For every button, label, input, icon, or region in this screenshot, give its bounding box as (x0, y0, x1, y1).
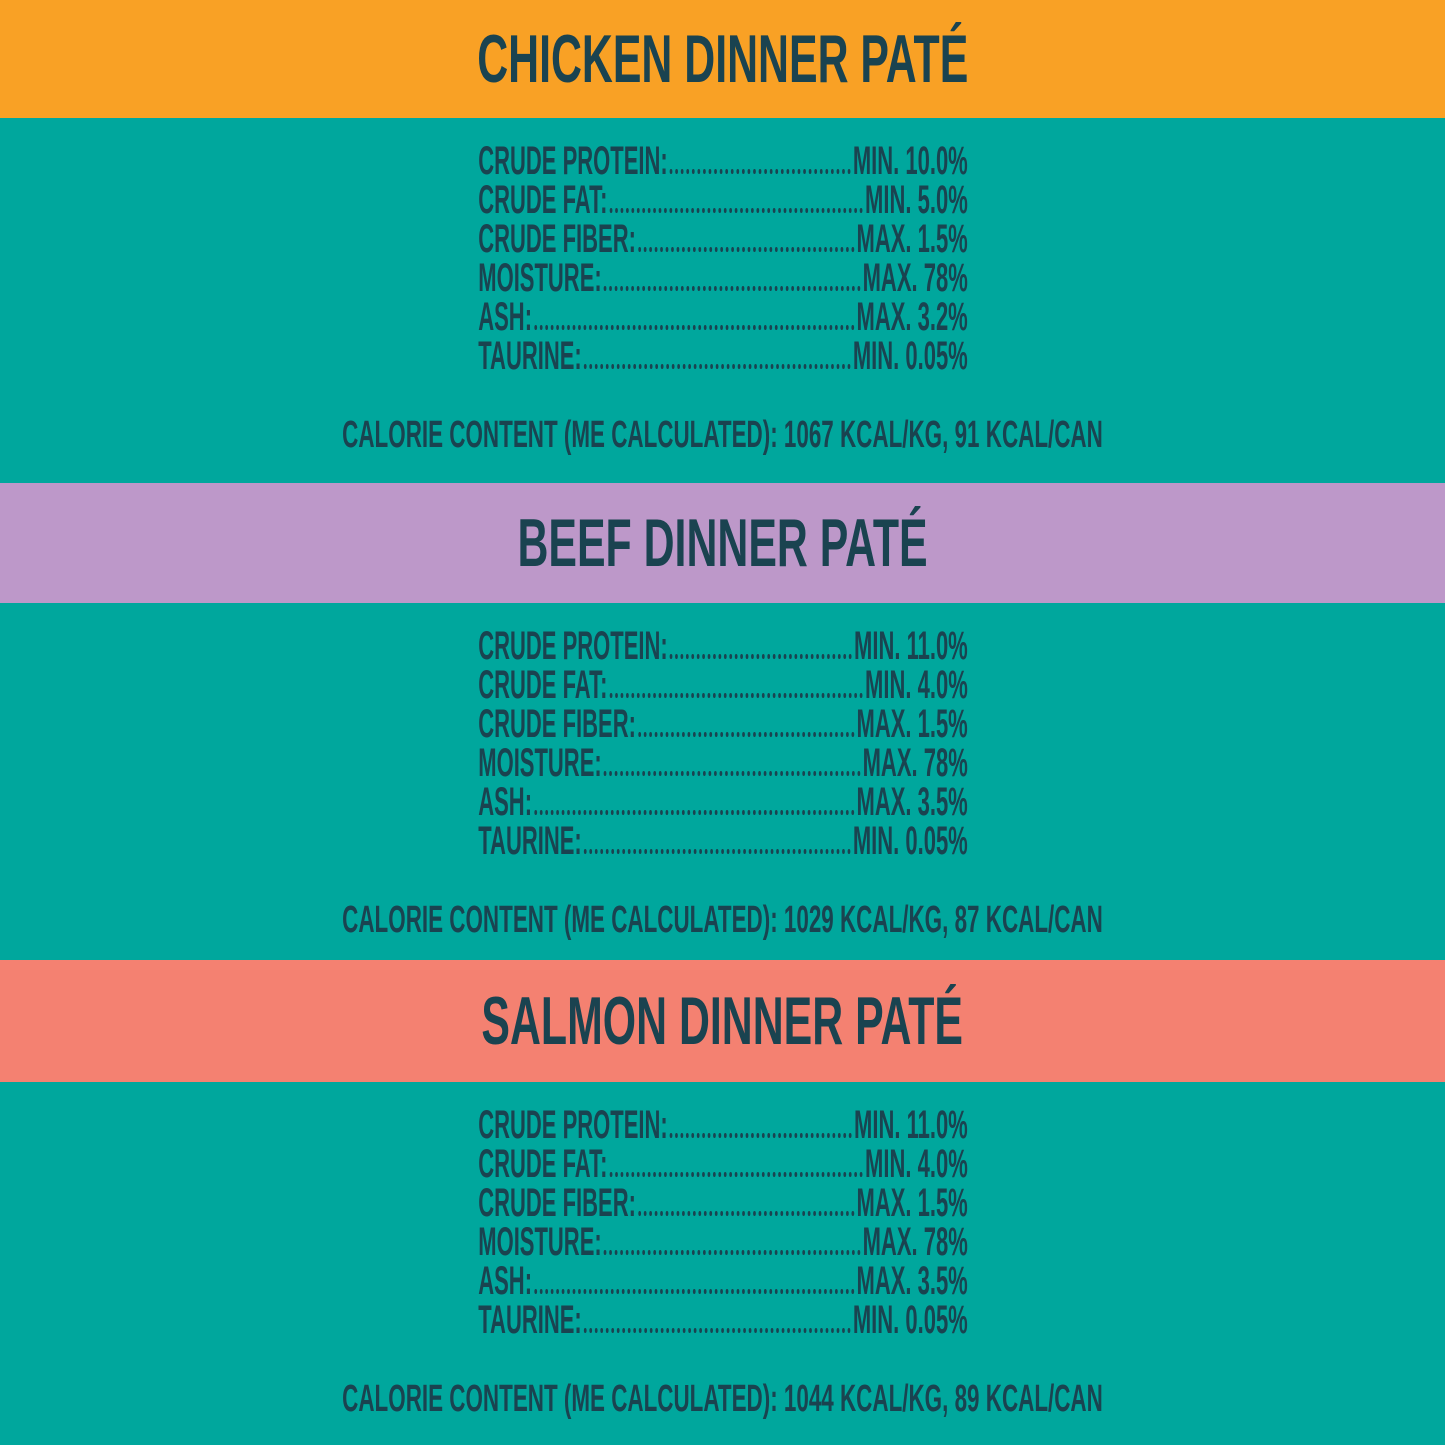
calorie-line-beef: CALORIE CONTENT (ME CALCULATED): 1029 KC… (342, 899, 1103, 941)
dotted-leader (669, 654, 852, 659)
stats-salmon: CRUDE PROTEIN: MIN. 11.0% CRUDE FAT: MIN… (477, 1103, 968, 1342)
stat-label: CRUDE FIBER: (477, 1181, 636, 1225)
calorie-line-chicken: CALORIE CONTENT (ME CALCULATED): 1067 KC… (342, 414, 1103, 456)
stat-value: MIN. 4.0% (864, 663, 968, 707)
stat-row: ASH: MAX. 3.2% (477, 295, 968, 339)
panel-chicken: CRUDE PROTEIN: MIN. 10.0% CRUDE FAT: MIN… (0, 118, 1445, 483)
dotted-leader (609, 208, 863, 213)
stat-value: MIN. 0.05% (852, 819, 968, 863)
dotted-leader (637, 732, 854, 737)
dotted-leader (637, 1211, 854, 1216)
panel-salmon: CRUDE PROTEIN: MIN. 11.0% CRUDE FAT: MIN… (0, 1082, 1445, 1445)
stat-row: CRUDE PROTEIN: MIN. 10.0% (477, 139, 968, 183)
stat-label: CRUDE FAT: (477, 663, 607, 707)
stat-row: TAURINE: MIN. 0.05% (477, 819, 968, 863)
stat-label: CRUDE FIBER: (477, 702, 636, 746)
stat-label: MOISTURE: (477, 1220, 602, 1264)
dotted-leader (609, 693, 863, 698)
section-title-chicken: CHICKEN DINNER PATÉ (476, 21, 969, 97)
stat-row: CRUDE FAT: MIN. 4.0% (477, 1142, 968, 1186)
stat-label: TAURINE: (477, 1298, 582, 1342)
stat-value: MIN. 0.05% (852, 334, 968, 378)
stat-label: ASH: (477, 1259, 532, 1303)
stat-value: MAX. 1.5% (855, 217, 968, 261)
stat-label: CRUDE PROTEIN: (477, 1103, 668, 1147)
section-title-salmon: SALMON DINNER PATÉ (481, 983, 964, 1059)
band-chicken: CHICKEN DINNER PATÉ (0, 0, 1445, 118)
stat-row: ASH: MAX. 3.5% (477, 780, 968, 824)
stat-row: CRUDE FIBER: MAX. 1.5% (477, 217, 968, 261)
stat-value: MIN. 11.0% (853, 624, 968, 668)
stat-row: CRUDE PROTEIN: MIN. 11.0% (477, 624, 968, 668)
dotted-leader (533, 810, 854, 815)
stat-value: MAX. 78% (862, 256, 968, 300)
stat-value: MIN. 4.0% (864, 1142, 968, 1186)
stat-row: CRUDE FIBER: MAX. 1.5% (477, 702, 968, 746)
stat-value: MAX. 78% (862, 1220, 968, 1264)
stat-label: TAURINE: (477, 819, 582, 863)
stat-row: MOISTURE: MAX. 78% (477, 741, 968, 785)
dotted-leader (637, 247, 854, 252)
section-title-beef: BEEF DINNER PATÉ (517, 505, 928, 581)
stat-value: MIN. 5.0% (864, 178, 968, 222)
stat-label: CRUDE FAT: (477, 1142, 607, 1186)
stat-label: CRUDE PROTEIN: (477, 624, 668, 668)
dotted-leader (533, 1289, 854, 1294)
stat-row: CRUDE FAT: MIN. 5.0% (477, 178, 968, 222)
stat-label: TAURINE: (477, 334, 582, 378)
stat-label: MOISTURE: (477, 741, 602, 785)
stat-label: CRUDE FAT: (477, 178, 607, 222)
stats-beef: CRUDE PROTEIN: MIN. 11.0% CRUDE FAT: MIN… (477, 624, 968, 863)
stat-label: MOISTURE: (477, 256, 602, 300)
stat-value: MAX. 3.2% (855, 295, 968, 339)
stat-label: ASH: (477, 295, 532, 339)
stat-value: MIN. 0.05% (852, 1298, 968, 1342)
stat-value: MAX. 1.5% (855, 702, 968, 746)
dotted-leader (583, 364, 851, 369)
dotted-leader (609, 1172, 863, 1177)
stats-chicken: CRUDE PROTEIN: MIN. 10.0% CRUDE FAT: MIN… (477, 139, 968, 378)
stat-value: MIN. 11.0% (853, 1103, 968, 1147)
band-salmon: SALMON DINNER PATÉ (0, 960, 1445, 1082)
stat-row: TAURINE: MIN. 0.05% (477, 334, 968, 378)
stat-label: ASH: (477, 780, 532, 824)
dotted-leader (603, 286, 860, 291)
stat-value: MAX. 3.5% (855, 780, 968, 824)
panel-beef: CRUDE PROTEIN: MIN. 11.0% CRUDE FAT: MIN… (0, 603, 1445, 960)
stat-value: MAX. 1.5% (855, 1181, 968, 1225)
stat-label: CRUDE FIBER: (477, 217, 636, 261)
stat-row: CRUDE PROTEIN: MIN. 11.0% (477, 1103, 968, 1147)
dotted-leader (669, 169, 851, 174)
stat-row: CRUDE FAT: MIN. 4.0% (477, 663, 968, 707)
stat-row: TAURINE: MIN. 0.05% (477, 1298, 968, 1342)
dotted-leader (603, 1250, 860, 1255)
dotted-leader (603, 771, 860, 776)
stat-label: CRUDE PROTEIN: (477, 139, 668, 183)
calorie-line-salmon: CALORIE CONTENT (ME CALCULATED): 1044 KC… (342, 1378, 1103, 1420)
stat-row: CRUDE FIBER: MAX. 1.5% (477, 1181, 968, 1225)
stat-row: ASH: MAX. 3.5% (477, 1259, 968, 1303)
band-beef: BEEF DINNER PATÉ (0, 483, 1445, 603)
stat-row: MOISTURE: MAX. 78% (477, 1220, 968, 1264)
stat-value: MAX. 3.5% (855, 1259, 968, 1303)
dotted-leader (583, 849, 851, 854)
stat-value: MAX. 78% (862, 741, 968, 785)
dotted-leader (533, 325, 854, 330)
stat-value: MIN. 10.0% (852, 139, 968, 183)
stat-row: MOISTURE: MAX. 78% (477, 256, 968, 300)
dotted-leader (669, 1133, 852, 1138)
dotted-leader (583, 1328, 851, 1333)
